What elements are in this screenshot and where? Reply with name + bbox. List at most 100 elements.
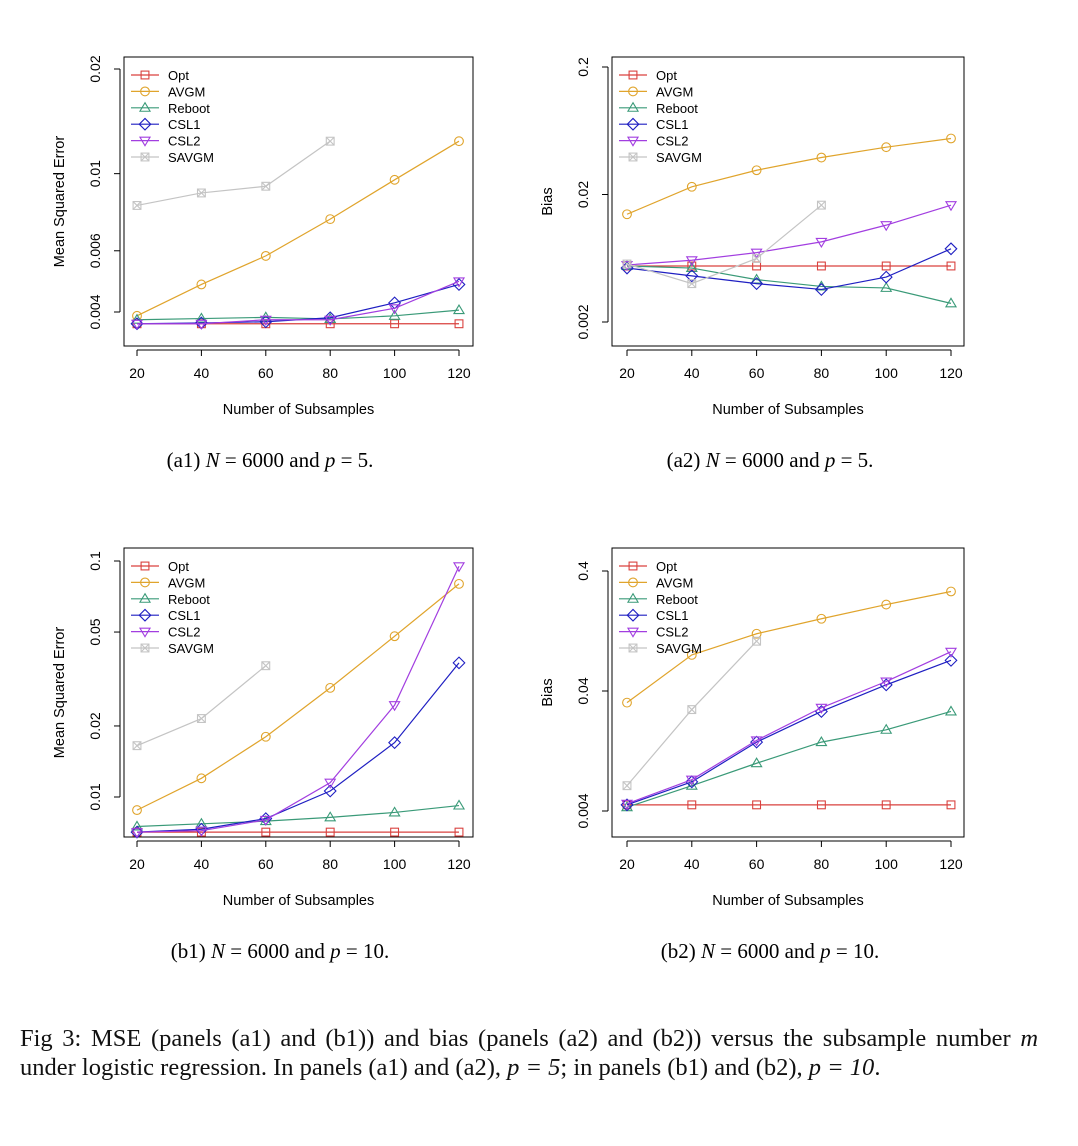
legend-marker-savgm bbox=[628, 152, 638, 162]
data-point-opt bbox=[881, 261, 891, 271]
legend-label-avgm: AVGM bbox=[168, 84, 205, 99]
panel-caption-b1: (b1) N = 6000 and p = 10. bbox=[171, 939, 390, 963]
figure-caption-text-1: MSE (panels (a1) and (b1)) and bias (pan… bbox=[90, 1025, 1011, 1052]
y-axis-label: Bias bbox=[540, 187, 556, 215]
legend-marker-avgm bbox=[628, 86, 638, 97]
data-point-avgm bbox=[454, 578, 464, 589]
data-point-csl1 bbox=[685, 775, 699, 789]
x-tick-label: 40 bbox=[194, 856, 210, 872]
data-point-reboot bbox=[452, 303, 466, 315]
x-axis-label: Number of Subsamples bbox=[223, 893, 375, 909]
series-line-reboot bbox=[136, 804, 460, 828]
series-avgm bbox=[622, 586, 956, 708]
x-tick-label: 40 bbox=[684, 856, 700, 872]
series-line-avgm bbox=[626, 590, 952, 704]
data-point-savgm bbox=[325, 136, 335, 146]
data-point-csl2 bbox=[195, 319, 208, 330]
figure-caption-var-m: m bbox=[1020, 1025, 1039, 1052]
legend-marker-opt bbox=[628, 561, 638, 571]
y-tick-label: 0.01 bbox=[87, 783, 103, 810]
data-point-opt bbox=[390, 827, 400, 837]
y-tick-label: 0.004 bbox=[87, 294, 103, 329]
legend-marker-csl1 bbox=[626, 608, 640, 622]
y-tick-label: 0.02 bbox=[575, 181, 591, 208]
data-point-reboot bbox=[388, 309, 401, 320]
data-point-csl1 bbox=[944, 653, 958, 667]
data-point-csl2 bbox=[388, 304, 401, 315]
data-point-csl1 bbox=[323, 784, 337, 798]
panel-caption-a2: (a2) N = 6000 and p = 5. bbox=[667, 448, 874, 472]
data-point-csl1 bbox=[452, 656, 466, 670]
y-tick-label: 0.05 bbox=[87, 618, 103, 645]
data-point-csl2 bbox=[815, 237, 828, 249]
legend-label-savgm: SAVGM bbox=[656, 641, 702, 656]
data-point-savgm bbox=[132, 741, 142, 751]
data-point-reboot bbox=[452, 799, 466, 810]
x-tick-label: 60 bbox=[749, 856, 765, 872]
data-point-avgm bbox=[946, 586, 956, 597]
data-point-reboot bbox=[944, 297, 958, 308]
data-point-avgm bbox=[196, 279, 207, 290]
data-point-avgm bbox=[196, 773, 207, 784]
y-tick-label: 0.04 bbox=[575, 677, 591, 704]
legend-marker-avgm bbox=[628, 577, 638, 588]
figure-caption-p5: p = 5 bbox=[507, 1054, 561, 1081]
series-line-savgm bbox=[136, 140, 331, 207]
legend-label-savgm: SAVGM bbox=[168, 150, 214, 165]
series-line-reboot bbox=[136, 309, 460, 321]
series-line-csl2 bbox=[626, 651, 952, 805]
legend-marker-csl1 bbox=[626, 117, 640, 131]
legend-marker-csl1 bbox=[138, 608, 152, 622]
legend-label-reboot: Reboot bbox=[168, 592, 210, 607]
data-point-avgm bbox=[389, 174, 400, 185]
series-csl1 bbox=[130, 277, 466, 331]
data-point-avgm bbox=[751, 165, 762, 176]
series-line-avgm bbox=[136, 583, 460, 811]
legend-label-csl2: CSL2 bbox=[168, 134, 201, 149]
y-tick-label: 0.4 bbox=[575, 561, 591, 581]
data-point-opt bbox=[454, 827, 464, 837]
data-point-avgm bbox=[816, 613, 827, 624]
data-point-savgm bbox=[132, 201, 142, 210]
legend-marker-opt bbox=[140, 70, 150, 80]
data-point-csl1 bbox=[944, 242, 958, 256]
series-savgm bbox=[132, 136, 335, 210]
legend-label-reboot: Reboot bbox=[656, 592, 698, 607]
series-line-csl1 bbox=[136, 662, 460, 833]
series-line-savgm bbox=[626, 204, 822, 285]
data-point-savgm bbox=[622, 259, 632, 269]
x-axis-label: Number of Subsamples bbox=[712, 893, 864, 909]
legend-marker-reboot bbox=[626, 101, 640, 112]
data-point-csl2 bbox=[880, 677, 893, 688]
x-tick-label: 80 bbox=[322, 856, 338, 872]
data-point-csl2 bbox=[815, 703, 828, 714]
legend-label-csl2: CSL2 bbox=[656, 625, 689, 640]
legend-marker-savgm bbox=[628, 643, 638, 653]
legend-label-savgm: SAVGM bbox=[168, 641, 214, 656]
series-line-csl1 bbox=[626, 659, 952, 806]
series-line-savgm bbox=[136, 665, 267, 747]
series-csl2 bbox=[130, 277, 466, 330]
data-point-avgm bbox=[454, 136, 464, 147]
legend-marker-csl2 bbox=[138, 136, 152, 147]
data-point-avgm bbox=[686, 181, 697, 192]
data-point-csl2 bbox=[452, 277, 466, 288]
data-point-reboot bbox=[130, 820, 144, 831]
legend-label-savgm: SAVGM bbox=[656, 150, 702, 165]
legend-marker-reboot bbox=[138, 592, 152, 603]
data-point-csl1 bbox=[685, 269, 699, 283]
x-tick-label: 80 bbox=[322, 365, 338, 381]
chart-panel-b2: 20 40 60 80 100 120 Number of Subsamples 0.004 0… bbox=[540, 547, 965, 963]
series-savgm bbox=[132, 661, 271, 751]
data-point-avgm bbox=[132, 805, 142, 816]
data-point-savgm bbox=[196, 714, 206, 724]
data-point-savgm bbox=[196, 188, 206, 198]
legend-label-avgm: AVGM bbox=[656, 84, 693, 99]
data-point-opt bbox=[325, 827, 335, 837]
series-line-csl2 bbox=[626, 204, 952, 266]
x-tick-label: 100 bbox=[383, 856, 407, 872]
series-avgm bbox=[132, 578, 464, 816]
